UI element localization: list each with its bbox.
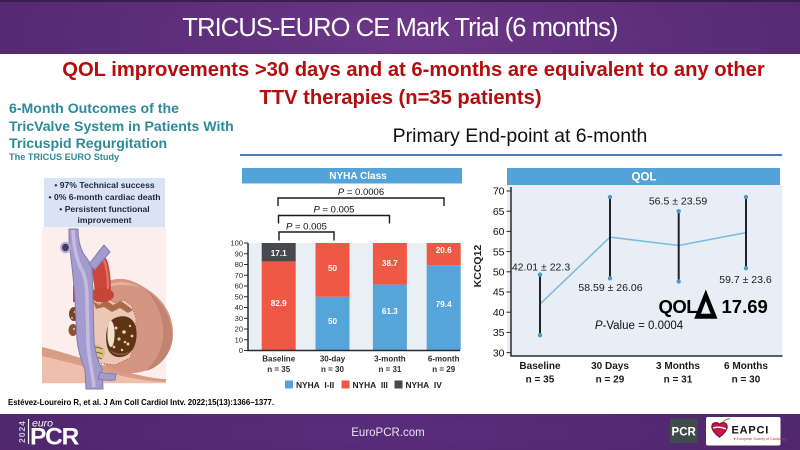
svg-text:58.59 ± 26.06: 58.59 ± 26.06 (578, 282, 642, 294)
svg-text:n = 35: n = 35 (526, 375, 555, 386)
svg-text:♥ European Society of Cardiolo: ♥ European Society of Cardiology (734, 437, 788, 441)
svg-text:30: 30 (493, 347, 505, 359)
svg-text:90: 90 (235, 249, 243, 258)
svg-text:50: 50 (493, 267, 505, 279)
svg-text:65: 65 (493, 206, 505, 218)
svg-text:60: 60 (235, 282, 243, 291)
svg-text:PCR: PCR (30, 424, 80, 450)
svg-text:82.9: 82.9 (271, 299, 287, 308)
svg-text:3-month: 3-month (374, 355, 406, 364)
svg-text:80: 80 (235, 260, 243, 269)
svg-text:35: 35 (493, 327, 505, 339)
svg-text:17.69: 17.69 (722, 296, 768, 317)
svg-text:50: 50 (328, 317, 338, 326)
svg-text:42.01 ± 22.3: 42.01 ± 22.3 (512, 262, 570, 274)
svg-text:70: 70 (235, 271, 243, 280)
svg-text:40: 40 (235, 303, 243, 312)
svg-text:30-day: 30-day (320, 355, 346, 364)
svg-text:euro: euro (32, 418, 53, 430)
svg-text:10: 10 (235, 335, 243, 344)
svg-text:30: 30 (235, 314, 243, 323)
svg-text:45: 45 (493, 287, 505, 299)
svg-text:P = 0.0006: P = 0.0006 (338, 187, 384, 198)
svg-text:NYHA I-II: NYHA I-II (296, 380, 334, 390)
svg-text:61.3: 61.3 (382, 307, 398, 316)
svg-text:n = 29: n = 29 (432, 365, 455, 374)
svg-text:20.6: 20.6 (436, 246, 452, 255)
svg-text:Baseline: Baseline (519, 361, 561, 372)
svg-text:55: 55 (493, 246, 505, 258)
svg-text:QOL: QOL (632, 172, 657, 184)
svg-text:6-month: 6-month (428, 355, 460, 364)
svg-text:PCR: PCR (672, 427, 697, 439)
svg-text:79.4: 79.4 (436, 300, 452, 309)
svg-text:50: 50 (328, 264, 338, 273)
svg-text:n = 31: n = 31 (664, 375, 693, 386)
svg-text:NYHA IV: NYHA IV (406, 380, 443, 390)
svg-text:NYHA Class: NYHA Class (329, 171, 387, 182)
svg-text:60: 60 (493, 226, 505, 238)
svg-text:NYHA III: NYHA III (353, 380, 388, 390)
svg-text:100: 100 (230, 239, 243, 248)
svg-text:Baseline: Baseline (262, 355, 295, 364)
svg-text:n = 30: n = 30 (321, 365, 344, 374)
svg-text:70: 70 (493, 186, 505, 198)
svg-text:40: 40 (493, 307, 505, 319)
svg-text:EAPCI: EAPCI (732, 425, 770, 437)
svg-text:3 Months: 3 Months (656, 361, 700, 372)
svg-text:59.7 ± 23.6: 59.7 ± 23.6 (719, 274, 772, 286)
svg-text:30 Days: 30 Days (591, 361, 629, 372)
svg-text:n = 29: n = 29 (596, 375, 625, 386)
svg-text:0: 0 (239, 346, 243, 355)
svg-text:n = 35: n = 35 (267, 365, 290, 374)
svg-text:QOL: QOL (659, 296, 698, 317)
svg-text:56.5 ± 23.59: 56.5 ± 23.59 (649, 196, 707, 208)
svg-text:20: 20 (235, 325, 243, 334)
svg-text:6 Months: 6 Months (724, 361, 768, 372)
svg-text:P-Value = 0.0004: P-Value = 0.0004 (595, 320, 684, 332)
svg-text:17.1: 17.1 (271, 249, 287, 258)
svg-text:2024: 2024 (17, 420, 27, 443)
svg-text:KCCQ12: KCCQ12 (472, 245, 484, 288)
svg-text:P = 0.005: P = 0.005 (286, 222, 327, 233)
svg-text:n = 31: n = 31 (378, 365, 401, 374)
svg-text:n = 30: n = 30 (732, 375, 761, 386)
svg-text:P = 0.005: P = 0.005 (314, 205, 355, 216)
svg-text:50: 50 (235, 292, 243, 301)
svg-text:38.7: 38.7 (382, 259, 398, 268)
